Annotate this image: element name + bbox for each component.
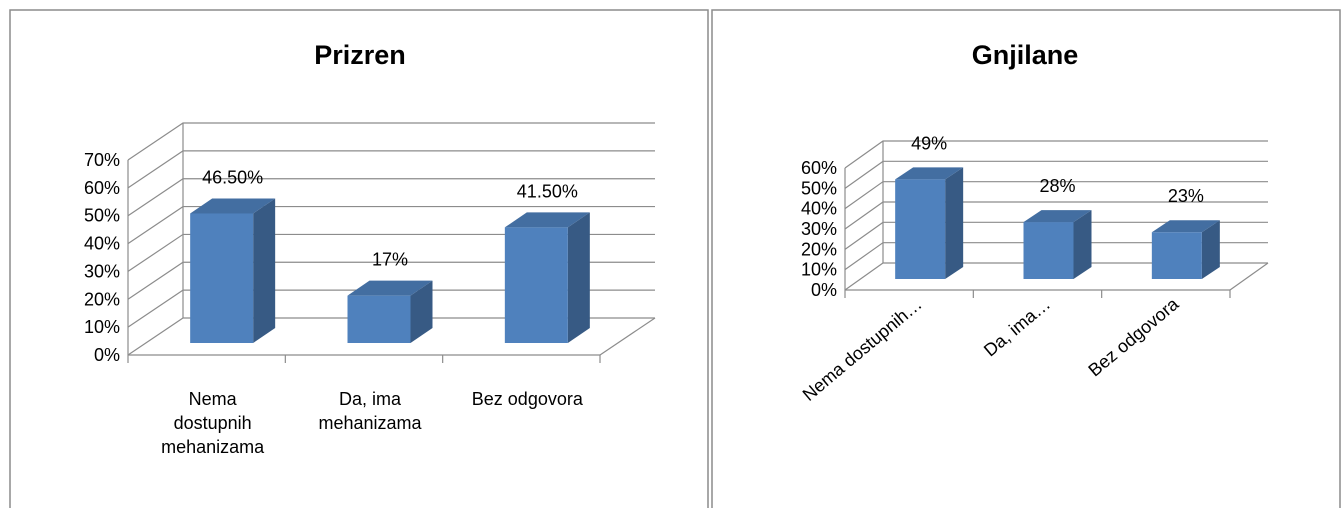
y-tick-label: 10% (801, 260, 837, 280)
grid-line (127, 233, 655, 272)
x-tick-label: Nema dostupnih mehanizama (161, 389, 265, 457)
chart-title: Prizren (314, 40, 406, 70)
bar-side (567, 212, 590, 343)
bar (504, 227, 568, 343)
y-tick-label: 0% (94, 345, 120, 365)
grid-line (127, 205, 655, 245)
grid-line (127, 178, 655, 217)
y-tick-label: 70% (84, 150, 120, 170)
grid-line (127, 122, 655, 161)
y-tick-label: 30% (801, 219, 837, 239)
floor-edge (599, 317, 656, 356)
grid-line (844, 201, 1268, 230)
y-tick-label: 50% (84, 206, 120, 226)
value-label: 23% (1168, 186, 1204, 206)
grid-line (844, 160, 1268, 189)
grid-line (127, 317, 655, 356)
bar-side (1073, 210, 1092, 279)
y-tick-label: 60% (84, 178, 120, 198)
value-label: 28% (1039, 176, 1075, 196)
chart-title: Gnjilane (972, 40, 1079, 70)
floor-edge (1229, 262, 1269, 291)
y-tick-label: 20% (84, 289, 120, 309)
y-tick-label: 0% (811, 280, 837, 300)
grid-line (844, 242, 1268, 271)
y-tick-label: 60% (801, 158, 837, 178)
x-tick-label: Da, ima mehanizama (318, 389, 422, 433)
panel-frame (711, 9, 1341, 508)
bar (1023, 222, 1074, 279)
bar-side (1201, 220, 1220, 279)
grid-line (127, 261, 655, 300)
bar-top (895, 167, 964, 180)
y-tick-label: 40% (84, 234, 120, 254)
grid-line (844, 140, 1268, 169)
grid-line (127, 289, 655, 328)
x-tick-label: Nema dostupnih… (799, 294, 926, 405)
x-tick-label: Da, ima… (980, 294, 1054, 361)
bar-side (410, 280, 433, 343)
value-label: 41.50% (517, 181, 578, 201)
bar-side (945, 167, 964, 279)
bar-top (347, 280, 433, 296)
x-tick-label: Bez odgovora (472, 389, 584, 409)
y-tick-label: 40% (801, 199, 837, 219)
bar (895, 179, 946, 279)
value-label: 46.50% (202, 167, 263, 187)
x-tick-label: Bez odgovora (1084, 293, 1183, 380)
bar-side (253, 198, 276, 343)
bar-top (504, 212, 590, 228)
y-tick-label: 10% (84, 317, 120, 337)
bar-top (190, 198, 276, 214)
grid-line (844, 262, 1268, 291)
bar (190, 213, 254, 343)
panel-frame (9, 9, 709, 508)
grid-line (127, 150, 655, 189)
y-tick-label: 50% (801, 178, 837, 198)
grid-line (844, 181, 1268, 210)
bar (1151, 232, 1202, 279)
grid-line (844, 221, 1268, 250)
y-tick-label: 20% (801, 239, 837, 259)
value-label: 49% (911, 133, 947, 153)
bar (347, 295, 411, 343)
value-label: 17% (372, 250, 408, 270)
bar-top (1151, 220, 1220, 233)
y-tick-label: 30% (84, 261, 120, 281)
bar-top (1023, 210, 1092, 223)
